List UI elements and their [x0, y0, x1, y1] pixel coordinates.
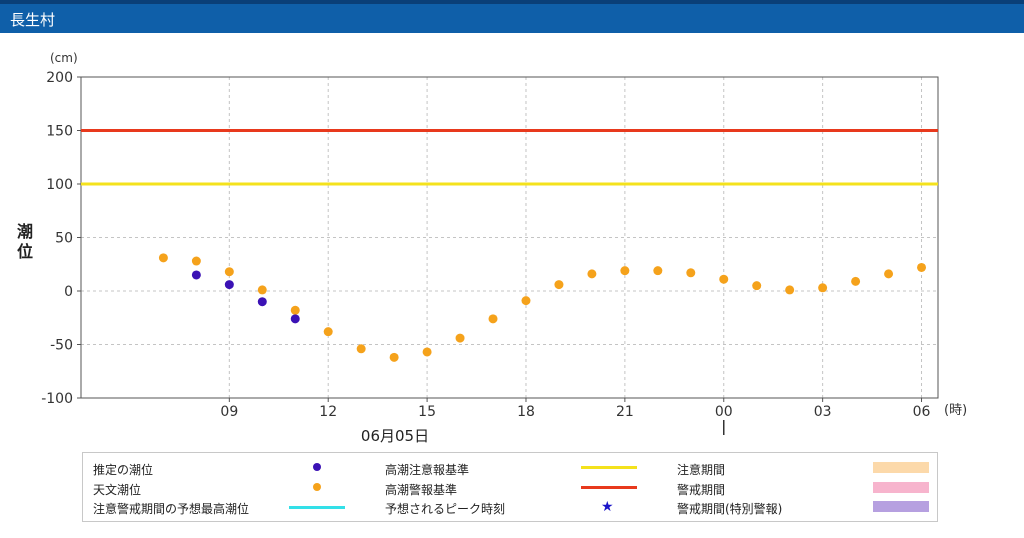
y-axis-title: 潮 — [17, 222, 33, 241]
chart-legend: 推定の潮位 天文潮位 注意警戒期間の予想最高潮位 高潮注意報基準 高潮警報基準 … — [82, 452, 938, 522]
x-tick-label: 03 — [814, 404, 832, 420]
legend-marker-special-period — [873, 501, 929, 512]
astronomical-point — [653, 266, 663, 276]
astronomical-point — [422, 347, 432, 357]
x-tick-label: 09 — [220, 404, 238, 420]
astronomical-point — [521, 296, 531, 306]
astronomical-point — [554, 280, 564, 290]
legend-label-caution-period: 注意期間 — [677, 463, 726, 477]
date-label: 06月05日 — [361, 427, 429, 445]
astronomical-point — [785, 285, 795, 295]
legend-marker-astronomical — [313, 483, 321, 491]
legend-marker-caution-standard — [581, 466, 637, 469]
star-icon: ★ — [601, 499, 614, 515]
legend-marker-predicted-max — [289, 506, 345, 509]
y-tick-label: 0 — [64, 284, 73, 300]
y-axis-title: 位 — [17, 242, 33, 261]
legend-label-astronomical: 天文潮位 — [93, 483, 142, 497]
location-title: 長生村 — [10, 11, 56, 29]
y-tick-label: 150 — [46, 124, 73, 140]
astronomical-point — [224, 267, 234, 277]
x-tick-label: 18 — [517, 404, 535, 420]
x-unit-label: (時) — [944, 403, 967, 418]
y-tick-label: 200 — [46, 70, 73, 86]
x-tick-label: 15 — [418, 404, 436, 420]
legend-marker-warning-standard — [581, 486, 637, 489]
y-tick-label: 100 — [46, 177, 73, 193]
astronomical-point — [356, 344, 366, 354]
estimated-point — [224, 280, 234, 290]
x-tick-label: 12 — [319, 404, 337, 420]
y-unit-label: (cm) — [50, 51, 78, 65]
astronomical-point — [389, 352, 399, 362]
astronomical-point — [818, 283, 828, 293]
astronomical-point — [917, 262, 927, 272]
estimated-point — [191, 270, 201, 280]
astronomical-point — [587, 269, 597, 279]
legend-marker-estimated — [313, 463, 321, 471]
astronomical-point — [686, 268, 696, 278]
legend-label-warning-standard: 高潮警報基準 — [385, 483, 458, 497]
astronomical-point — [851, 276, 861, 286]
astronomical-point — [752, 281, 762, 291]
x-tick-label: 00 — [715, 404, 733, 420]
astronomical-point — [455, 333, 465, 343]
astronomical-point — [884, 269, 894, 279]
y-tick-label: 50 — [55, 231, 73, 247]
y-tick-label: -50 — [50, 338, 73, 354]
astronomical-point — [290, 305, 300, 315]
x-tick-label: 06 — [913, 404, 931, 420]
legend-label-special-period: 警戒期間(特別警報) — [677, 502, 783, 516]
astronomical-point — [323, 327, 333, 337]
legend-label-warning-period: 警戒期間 — [677, 483, 726, 497]
astronomical-point — [719, 274, 729, 284]
legend-marker-warning-period — [873, 482, 929, 493]
legend-label-peak-time: 予想されるピーク時刻 — [385, 502, 506, 516]
legend-label-caution-standard: 高潮注意報基準 — [385, 463, 470, 477]
astronomical-point — [257, 285, 267, 295]
estimated-point — [257, 297, 267, 307]
legend-label-estimated: 推定の潮位 — [93, 463, 154, 477]
y-tick-label: -100 — [41, 391, 73, 407]
astronomical-point — [488, 314, 498, 324]
legend-marker-caution-period — [873, 462, 929, 473]
astronomical-point — [191, 256, 201, 266]
legend-label-predicted-max: 注意警戒期間の予想最高潮位 — [93, 502, 250, 516]
estimated-point — [290, 314, 300, 324]
tide-chart: -100 -50 0 50 100 150 200 09 12 15 18 21 00 03 06 (cm) (… — [17, 51, 967, 445]
title-bar: 長生村 — [0, 0, 1024, 33]
astronomical-point — [620, 266, 630, 276]
x-tick-label: 21 — [616, 404, 634, 420]
astronomical-point — [158, 253, 168, 263]
